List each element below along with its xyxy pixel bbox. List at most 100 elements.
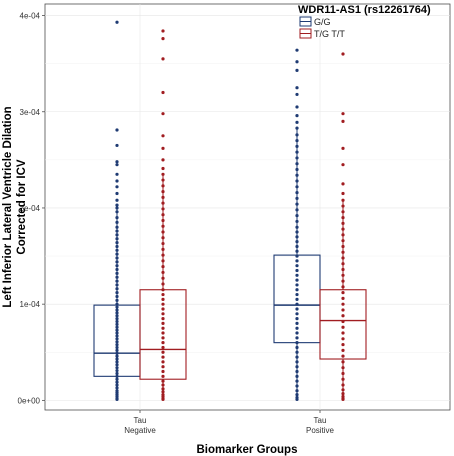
data-point: [115, 371, 119, 376]
data-point: [295, 196, 299, 200]
data-point: [115, 337, 119, 341]
data-point: [115, 397, 119, 402]
data-point: [341, 182, 345, 186]
data-point: [295, 268, 299, 273]
data-point: [115, 377, 119, 381]
data-point: [161, 374, 165, 378]
data-point: [115, 283, 119, 287]
data-point: [161, 387, 165, 391]
data-point: [341, 112, 345, 116]
legend: WDR11-AS1 (rs12261764) G/G T/G T/T: [298, 4, 431, 39]
data-point: [295, 312, 299, 316]
data-point: [295, 264, 299, 268]
data-point: [161, 218, 165, 223]
data-point: [115, 294, 119, 299]
data-point: [341, 337, 345, 341]
data-point: [295, 208, 299, 212]
data-point: [161, 355, 165, 359]
data-point: [161, 341, 165, 345]
data-point: [341, 325, 345, 329]
legend-label-gg: G/G: [314, 17, 331, 27]
data-point: [161, 369, 165, 374]
data-point: [161, 57, 165, 61]
data-point: [115, 319, 119, 324]
data-point: [161, 195, 165, 199]
data-point: [341, 308, 345, 312]
data-point: [161, 317, 165, 321]
data-point: [295, 68, 299, 72]
data-point: [295, 273, 299, 277]
data-point: [161, 158, 165, 162]
data-point: [161, 326, 165, 330]
data-point: [341, 377, 345, 381]
data-point: [115, 191, 119, 196]
data-point: [161, 37, 165, 41]
data-point: [341, 215, 345, 220]
data-point: [161, 207, 165, 211]
y-axis-ticks: 0e+00 1e-04 2e-04 3e-04 4e-04: [18, 12, 45, 405]
data-point: [295, 92, 299, 97]
data-point: [341, 52, 345, 56]
data-point: [295, 341, 299, 345]
data-point: [115, 368, 119, 373]
data-point: [115, 383, 119, 387]
data-point: [161, 224, 165, 228]
data-point: [295, 120, 299, 124]
data-point: [341, 366, 345, 370]
data-point: [115, 252, 119, 256]
x-axis-title: Biomarker Groups: [197, 444, 298, 456]
x-tick-label: Tau: [314, 416, 327, 425]
data-point: [341, 392, 345, 396]
data-point: [295, 139, 299, 143]
data-point: [115, 220, 119, 224]
data-point: [295, 278, 299, 282]
data-point: [161, 331, 165, 335]
data-point: [161, 230, 165, 234]
data-point: [115, 314, 119, 318]
data-point: [341, 285, 345, 289]
y-tick-label: 3e-04: [20, 108, 41, 117]
legend-key-tgtt: T/G T/T: [299, 28, 345, 39]
data-point: [341, 244, 345, 249]
data-point: [115, 311, 119, 315]
data-point: [295, 283, 299, 287]
data-point: [161, 172, 165, 176]
data-point: [161, 265, 165, 269]
data-point: [341, 348, 345, 352]
data-point: [295, 230, 299, 234]
data-point: [295, 259, 299, 263]
data-point: [115, 305, 119, 309]
data-point: [341, 371, 345, 376]
data-point: [295, 317, 299, 321]
data-point: [161, 360, 165, 364]
data-point: [295, 105, 299, 109]
data-point: [161, 184, 165, 188]
data-point: [115, 233, 119, 237]
data-point: [115, 179, 119, 183]
data-point: [341, 227, 345, 231]
data-point: [341, 273, 345, 277]
data-point: [161, 166, 165, 171]
data-point: [115, 298, 119, 302]
data-point: [341, 388, 345, 392]
data-point: [295, 240, 299, 244]
data-point: [161, 270, 165, 275]
data-point: [341, 233, 345, 237]
data-point: [295, 297, 299, 301]
data-point: [295, 214, 299, 218]
data-point: [295, 369, 299, 374]
data-point: [295, 126, 299, 130]
data-point: [115, 317, 119, 321]
data-point: [295, 384, 299, 388]
data-point: [115, 128, 119, 132]
data-point: [341, 383, 345, 387]
data-points: [115, 20, 345, 402]
data-point: [115, 210, 119, 214]
data-point: [115, 287, 119, 291]
data-point: [341, 354, 345, 358]
y-tick-label: 4e-04: [20, 12, 41, 21]
data-point: [115, 240, 119, 245]
data-point: [161, 307, 165, 311]
data-point: [161, 321, 165, 326]
data-point: [341, 314, 345, 318]
